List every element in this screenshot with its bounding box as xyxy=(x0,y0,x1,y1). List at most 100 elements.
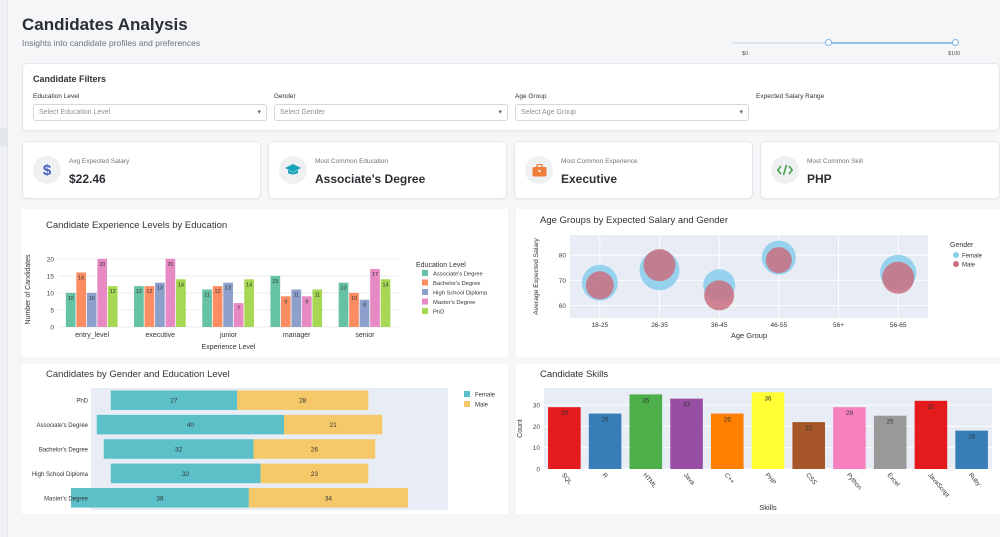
age-select[interactable]: Select Age Group ▾ xyxy=(515,104,749,121)
bar-male xyxy=(237,390,369,410)
y-tick-label: PhD xyxy=(76,399,88,405)
bar xyxy=(873,415,907,469)
y-tick-label: 5 xyxy=(50,307,54,314)
bar xyxy=(751,392,785,469)
kpi-value: $22.46 xyxy=(69,172,106,186)
x-tick-label: manager xyxy=(283,332,311,339)
legend-label: Female xyxy=(962,254,983,260)
bar-label: 28 xyxy=(299,398,307,405)
y-tick-label: 60 xyxy=(559,303,567,310)
legend-swatch xyxy=(422,279,428,286)
y-tick-label: Bachelor's Degree xyxy=(39,448,89,454)
education-filter-label: Education Level xyxy=(33,93,80,100)
y-axis-label: Average Expected Salary xyxy=(533,238,540,315)
bar xyxy=(233,303,244,327)
y-axis-label: Count xyxy=(517,419,524,438)
kpi-card-experience: Most Common Experience Executive xyxy=(514,141,753,199)
slider-selected-track xyxy=(828,42,956,44)
experience-education-chart: Candidate Experience Levels by Education… xyxy=(22,209,508,357)
bar-label: 12 xyxy=(146,289,152,295)
legend-marker xyxy=(953,252,959,258)
slider-max-handle[interactable] xyxy=(952,39,959,46)
x-tick-label: C++ xyxy=(723,472,736,486)
kpi-card-education: Most Common Education Associate's Degree xyxy=(268,141,507,199)
bar-label: 16 xyxy=(78,275,84,281)
gender-education-chart: Candidates by Gender and Education Level… xyxy=(22,364,508,514)
bar xyxy=(65,292,76,327)
bar-label: 9 xyxy=(305,299,308,305)
bar-label: 25 xyxy=(887,419,895,426)
bar xyxy=(165,258,176,327)
education-select[interactable]: Select Education Level ▾ xyxy=(33,104,267,121)
x-tick-label: Ruby xyxy=(967,472,982,488)
y-tick-label: 80 xyxy=(559,253,567,260)
slider-max-label: $100 xyxy=(948,51,961,57)
x-tick-label: Excel xyxy=(886,472,901,488)
bar-label: 36 xyxy=(764,395,772,402)
dollar-icon: $ xyxy=(33,156,61,184)
bar xyxy=(176,279,186,327)
kpi-card-skill: Most Common Skill PHP xyxy=(760,141,1000,199)
x-tick-label: 56+ xyxy=(833,322,844,329)
candidate-filters-card: Candidate Filters Education Level Select… xyxy=(22,63,1000,131)
scatter-point xyxy=(585,271,614,300)
graduation-cap-icon xyxy=(279,156,307,184)
gender-select[interactable]: Select Gender ▾ xyxy=(274,104,508,121)
bar xyxy=(134,286,144,327)
legend-label: Associate's Degree xyxy=(433,272,483,278)
bar xyxy=(97,258,108,327)
y-tick-label: 70 xyxy=(559,278,567,285)
bar-label: 8 xyxy=(363,303,366,309)
x-tick-label: JavaScript xyxy=(926,472,950,499)
scatter-point xyxy=(882,261,915,294)
bar-male xyxy=(283,414,383,435)
bar xyxy=(107,286,118,327)
plot-background xyxy=(570,235,928,318)
bar xyxy=(670,398,703,469)
salary-range-slider[interactable] xyxy=(732,39,959,46)
chart-title: Candidates by Gender and Education Level xyxy=(46,369,230,380)
age-select-placeholder: Select Age Group xyxy=(521,109,576,116)
x-tick-label: 36-45 xyxy=(711,322,728,329)
y-tick-label: Master's Degree xyxy=(44,496,88,502)
briefcase-icon xyxy=(525,156,553,184)
slider-min-handle[interactable] xyxy=(825,39,832,46)
bar-male xyxy=(260,463,369,484)
kpi-label: Most Common Skill xyxy=(807,158,863,165)
age-filter-label: Age Group xyxy=(515,93,547,100)
bar xyxy=(710,413,744,469)
bar xyxy=(792,422,826,469)
chart-title: Candidate Experience Levels by Education xyxy=(46,220,227,231)
kpi-label: Most Common Education xyxy=(315,158,388,165)
legend-label: Male xyxy=(962,263,976,269)
bar xyxy=(955,430,988,469)
kpi-label: Avg Expected Salary xyxy=(69,158,130,165)
bar xyxy=(86,292,97,327)
x-tick-label: CSS xyxy=(804,472,818,486)
bar xyxy=(338,282,349,327)
x-tick-label: SQL xyxy=(560,472,574,487)
education-select-placeholder: Select Education Level xyxy=(39,109,111,116)
left-sidebar-edge xyxy=(0,0,8,537)
bar-label: 11 xyxy=(204,293,210,299)
y-tick-label: 10 xyxy=(533,445,541,452)
x-tick-label: entry_level xyxy=(75,332,109,339)
gender-filter-label: Gender xyxy=(274,93,296,100)
bar-label: 32 xyxy=(927,404,935,411)
x-tick-label: 18-25 xyxy=(592,322,609,329)
y-axis-label: Number of Candidates xyxy=(25,254,32,325)
legend-label: High School Diploma xyxy=(433,291,488,297)
bar xyxy=(548,407,581,469)
chevron-down-icon: ▾ xyxy=(498,109,502,116)
y-tick-label: 30 xyxy=(533,403,541,410)
bar-label: 21 xyxy=(329,422,337,429)
bar xyxy=(349,292,359,327)
page-title: Candidates Analysis xyxy=(22,15,188,34)
bar-label: 7 xyxy=(237,306,240,312)
y-tick-label: 15 xyxy=(47,273,55,280)
bar-label: 10 xyxy=(68,296,74,302)
legend-label: Female xyxy=(475,393,496,399)
bar-female xyxy=(96,414,284,435)
skills-svg: Candidate Skills 0 10 20 30 29 SQL 26 R 35 HTML 33 J… xyxy=(517,369,992,512)
